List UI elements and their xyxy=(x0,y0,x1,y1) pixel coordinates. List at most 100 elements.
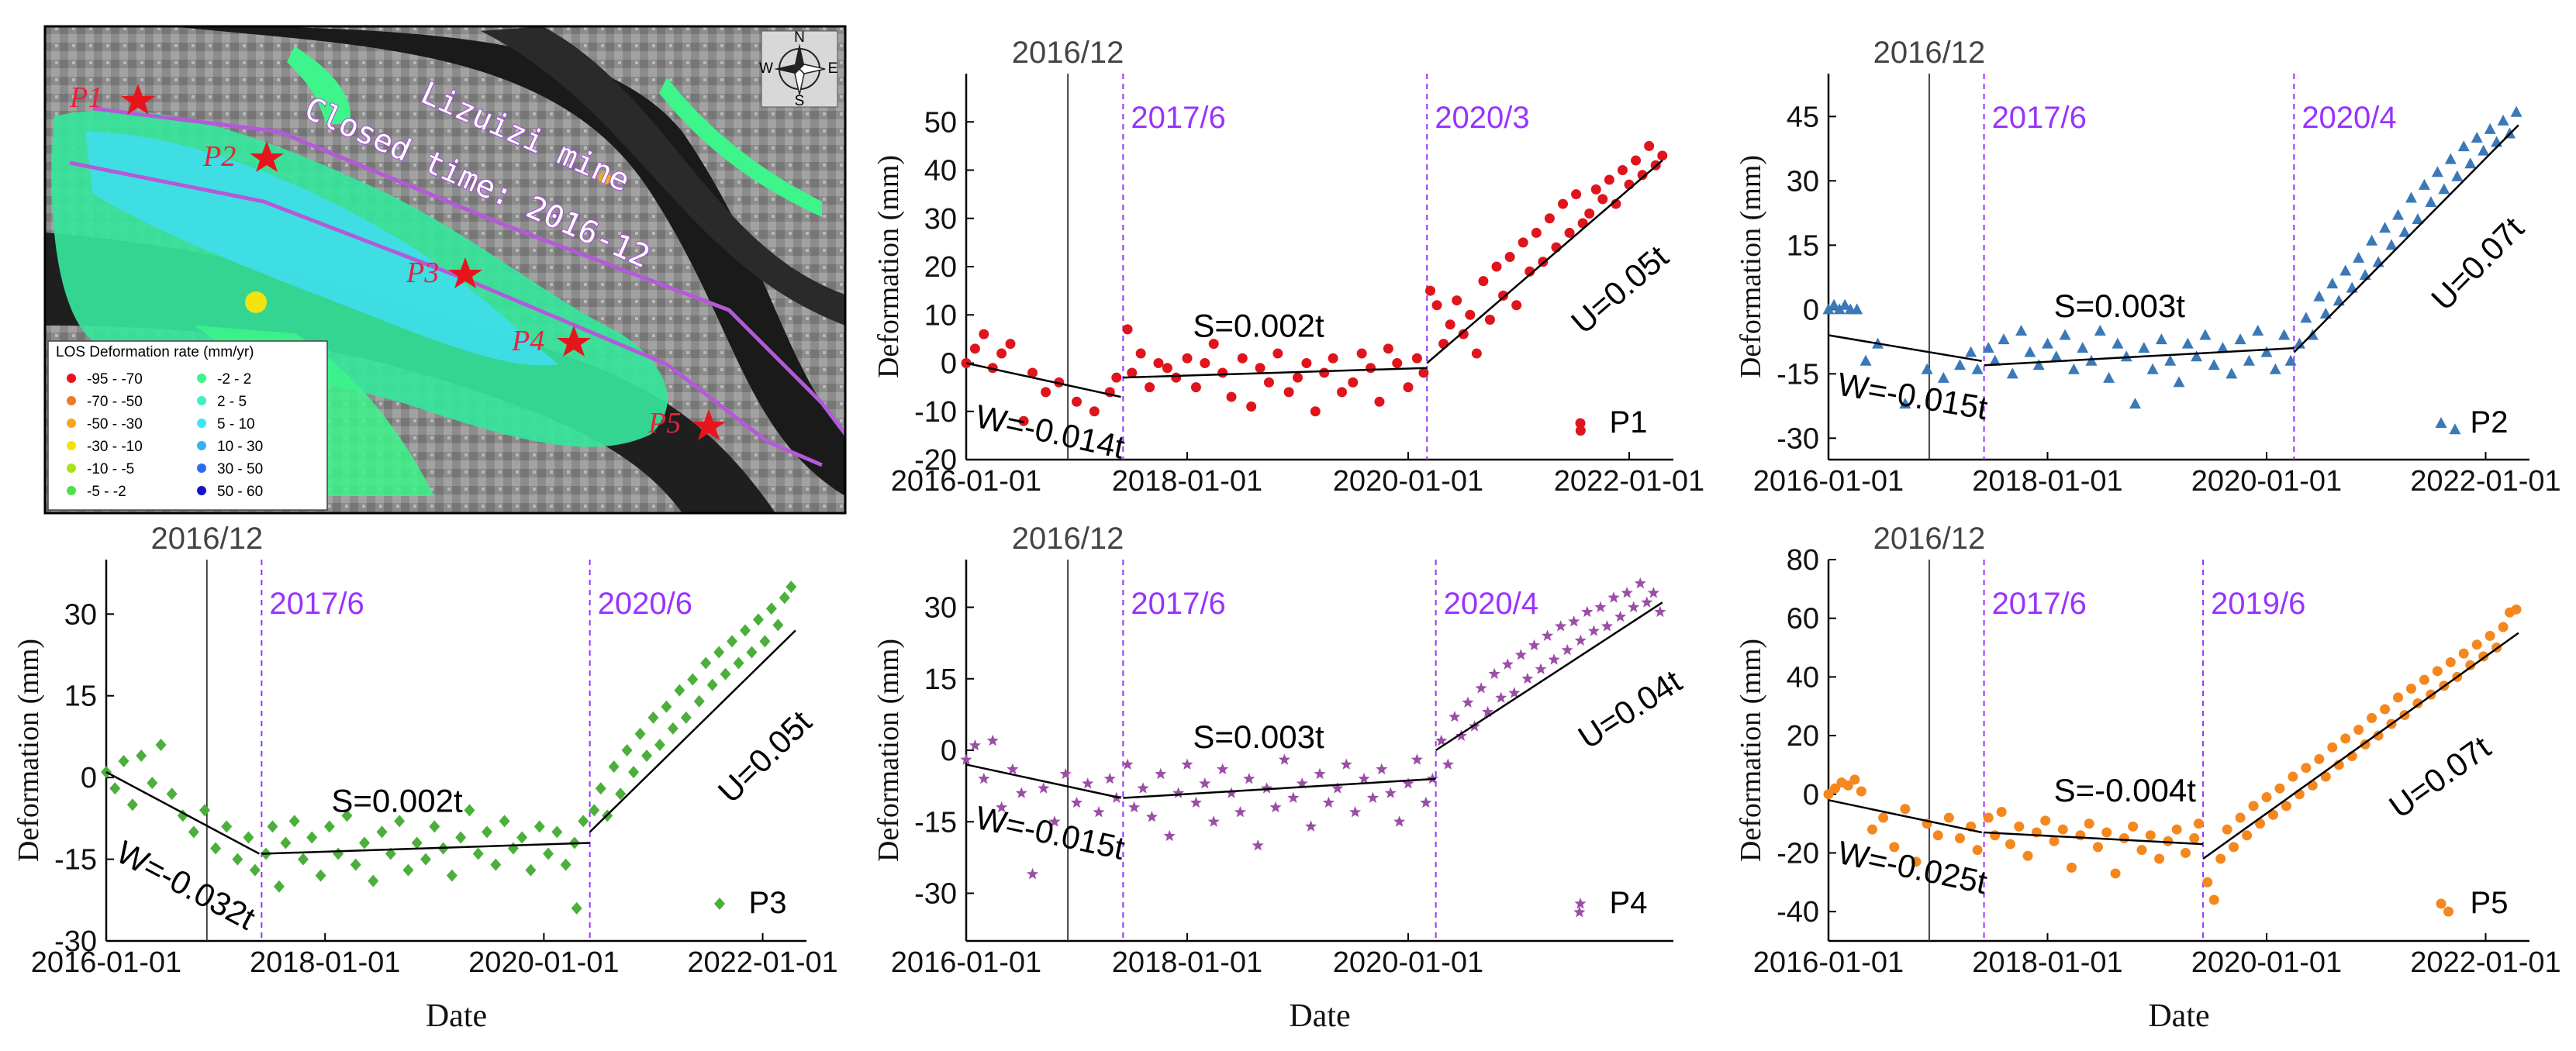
data-point xyxy=(1465,309,1476,320)
data-point xyxy=(1839,298,1851,310)
data-points xyxy=(1822,105,2522,435)
legend-label: -70 - -50 xyxy=(87,394,143,410)
data-point xyxy=(2511,604,2522,615)
x-tick-label: 2016-01-01 xyxy=(31,946,181,979)
data-point xyxy=(2084,818,2094,829)
data-point xyxy=(969,343,980,354)
trend-line-w xyxy=(965,362,1121,398)
x-tick-label: 2022-01-01 xyxy=(1554,465,1704,498)
data-point xyxy=(1458,329,1469,339)
deformation-strip xyxy=(287,47,350,124)
data-point xyxy=(1190,382,1201,393)
data-point xyxy=(2181,337,2194,349)
data-point xyxy=(323,820,335,833)
data-point xyxy=(464,804,475,817)
y-tick-label: -10 xyxy=(914,396,957,429)
y-tick-label: 45 xyxy=(1787,101,1819,133)
data-point xyxy=(1420,796,1432,808)
data-point xyxy=(1445,319,1455,330)
x-tick-label: 2016-01-01 xyxy=(1753,946,1904,979)
trend-line-w xyxy=(1828,334,1982,362)
event-label: 2019/6 xyxy=(2211,587,2305,621)
data-point xyxy=(1587,625,1600,636)
data-point xyxy=(243,831,254,844)
river-branch xyxy=(481,26,845,326)
data-point xyxy=(1555,620,1567,632)
data-point xyxy=(1163,829,1176,842)
trend-label-u: U=0.04t xyxy=(1572,663,1688,756)
x-tick-label: 2016-01-01 xyxy=(891,465,1041,498)
x-tick-label: 2018-01-01 xyxy=(250,946,400,979)
map-frame xyxy=(43,25,847,515)
data-point xyxy=(1435,734,1448,746)
data-point xyxy=(2464,157,2477,169)
data-point xyxy=(1828,298,1840,310)
data-point xyxy=(1574,634,1587,646)
data-point xyxy=(1089,406,1100,417)
y-tick-label: 30 xyxy=(924,203,957,236)
data-point xyxy=(2419,674,2429,685)
data-point xyxy=(1070,796,1083,808)
data-point xyxy=(2366,234,2378,246)
data-point xyxy=(1272,348,1283,359)
legend-swatch xyxy=(197,374,206,383)
data-point xyxy=(490,858,502,871)
data-point xyxy=(2484,630,2495,641)
data-point xyxy=(1943,812,1954,823)
trend-label-s: S=0.002t xyxy=(1193,308,1324,344)
data-point xyxy=(2242,830,2253,841)
data-point xyxy=(333,847,344,860)
y-axis-label: Deformation (mm) xyxy=(12,639,45,862)
data-point xyxy=(1637,170,1648,181)
data-point xyxy=(1641,596,1653,608)
data-point xyxy=(2385,239,2398,250)
data-point xyxy=(674,684,685,697)
data-point xyxy=(1471,348,1482,359)
data-point xyxy=(1402,777,1414,789)
x-tick-label: 2018-01-01 xyxy=(1972,946,2122,979)
data-point xyxy=(2032,359,2045,370)
trend-label-w: W=-0.032t xyxy=(111,833,261,936)
data-point xyxy=(1573,906,1586,918)
data-point xyxy=(1911,856,1922,867)
data-point xyxy=(2075,830,2086,841)
data-point xyxy=(2042,337,2053,349)
x-axis-label: Date xyxy=(2148,998,2209,1034)
data-point xyxy=(109,782,121,795)
series-tag: P1 xyxy=(1610,405,1648,439)
x-tick-label: 2016-01-01 xyxy=(1753,465,1904,498)
data-point xyxy=(1182,353,1193,364)
data-point xyxy=(2202,877,2213,887)
data-point xyxy=(1983,812,1994,823)
legend-item: -10 - -5 xyxy=(67,461,134,477)
data-point xyxy=(2199,329,2212,340)
data-point xyxy=(2235,812,2246,823)
data-point xyxy=(1411,353,1422,364)
data-point xyxy=(1122,324,1133,335)
legend-label: 2 - 5 xyxy=(217,394,247,410)
data-point xyxy=(1237,353,1248,364)
data-point xyxy=(136,749,147,763)
data-point xyxy=(1048,815,1061,827)
data-point xyxy=(1340,758,1352,770)
trend-line-w xyxy=(1828,799,1983,834)
y-axis-label: Deformation (mm) xyxy=(872,639,905,862)
data-point xyxy=(2215,853,2226,864)
data-point xyxy=(429,820,440,833)
x-tick-label: 2022-01-01 xyxy=(687,946,837,979)
data-point xyxy=(1823,789,1834,800)
data-point xyxy=(2024,346,2036,357)
chart-p5: -40 -20 0 20 40 60 80 2016-01-01 2018-01-01 2020-… xyxy=(1735,522,2561,1034)
data-point xyxy=(621,744,633,756)
data-point xyxy=(1614,610,1627,622)
legend-item: 2 - 5 xyxy=(197,394,247,410)
data-point xyxy=(1425,285,1435,296)
data-point xyxy=(2255,818,2266,829)
data-point xyxy=(2435,417,2447,428)
data-point xyxy=(1455,729,1467,741)
data-point xyxy=(210,842,222,855)
data-point xyxy=(2110,868,2121,879)
data-point xyxy=(2222,824,2232,835)
data-point xyxy=(1310,406,1321,417)
trend-label-u: U=0.07t xyxy=(2382,729,2497,825)
